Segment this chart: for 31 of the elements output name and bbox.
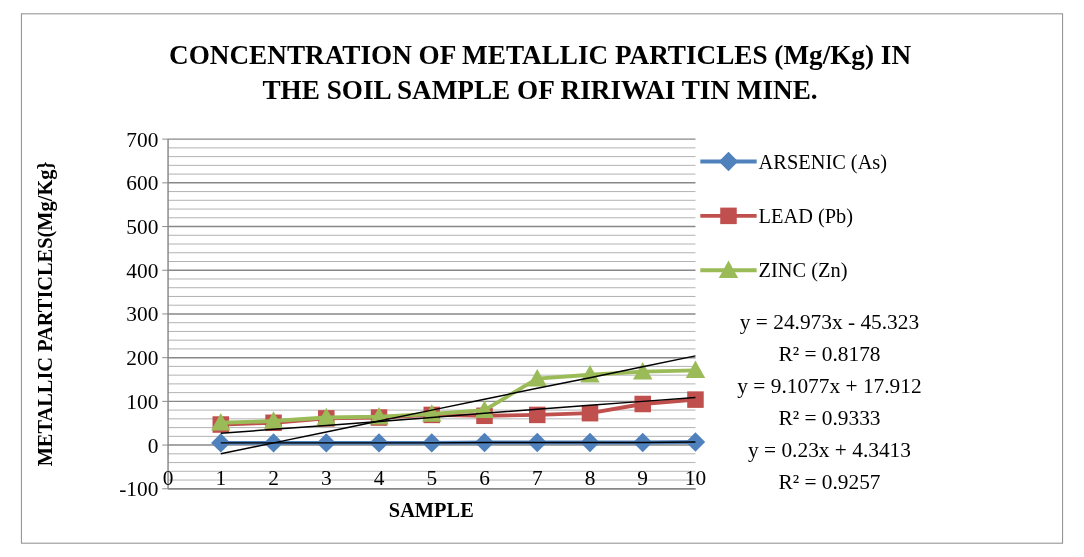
text: R² = 0.9333 [778, 405, 881, 430]
x-tick-label: 10 [684, 465, 707, 490]
x-tick-label: 4 [373, 465, 385, 490]
text: R² = 0.8178 [778, 341, 881, 366]
y-axis-title: METALLIC PARTICLES(Mg/Kg} [34, 161, 58, 467]
x-tick-label: 8 [584, 465, 596, 490]
y-tick-label: 100 [126, 389, 159, 414]
x-tick-label: 3 [320, 465, 332, 490]
y-tick-label: 0 [147, 433, 159, 458]
y-tick-label: 200 [126, 346, 159, 371]
x-tick-label: 1 [215, 465, 227, 490]
y-tick-label: 500 [126, 215, 159, 240]
text: R² = 0.9257 [778, 469, 881, 494]
x-axis-title: SAMPLE [388, 498, 474, 521]
legend-label: ZINC (Zn) [758, 259, 848, 283]
y-tick-label: 600 [126, 171, 159, 196]
text: y = 24.973x - 45.323 [739, 309, 920, 334]
x-tick-label: 2 [268, 465, 279, 490]
x-tick-label: 9 [637, 465, 649, 490]
x-tick-label: 5 [426, 465, 438, 490]
text: y = 0.23x + 4.3413 [748, 437, 911, 462]
text: y = 9.1077x + 17.912 [737, 373, 922, 398]
x-tick-label: 6 [479, 465, 491, 490]
y-tick-label: 300 [126, 302, 159, 327]
y-tick-label: 400 [126, 258, 159, 283]
legend-label: ARSENIC (As) [758, 150, 888, 174]
chart-title: CONCENTRATION OF METALLIC PARTICLES (Mg/Kg) IN THE SOIL SAMPLE OF RIRIWAI TIN MINE. [169, 40, 912, 106]
legend-label: LEAD (Pb) [758, 204, 854, 228]
x-tick-label: 7 [531, 465, 543, 490]
y-tick-label: 700 [126, 127, 159, 152]
y-tick-label: -100 [119, 477, 159, 502]
